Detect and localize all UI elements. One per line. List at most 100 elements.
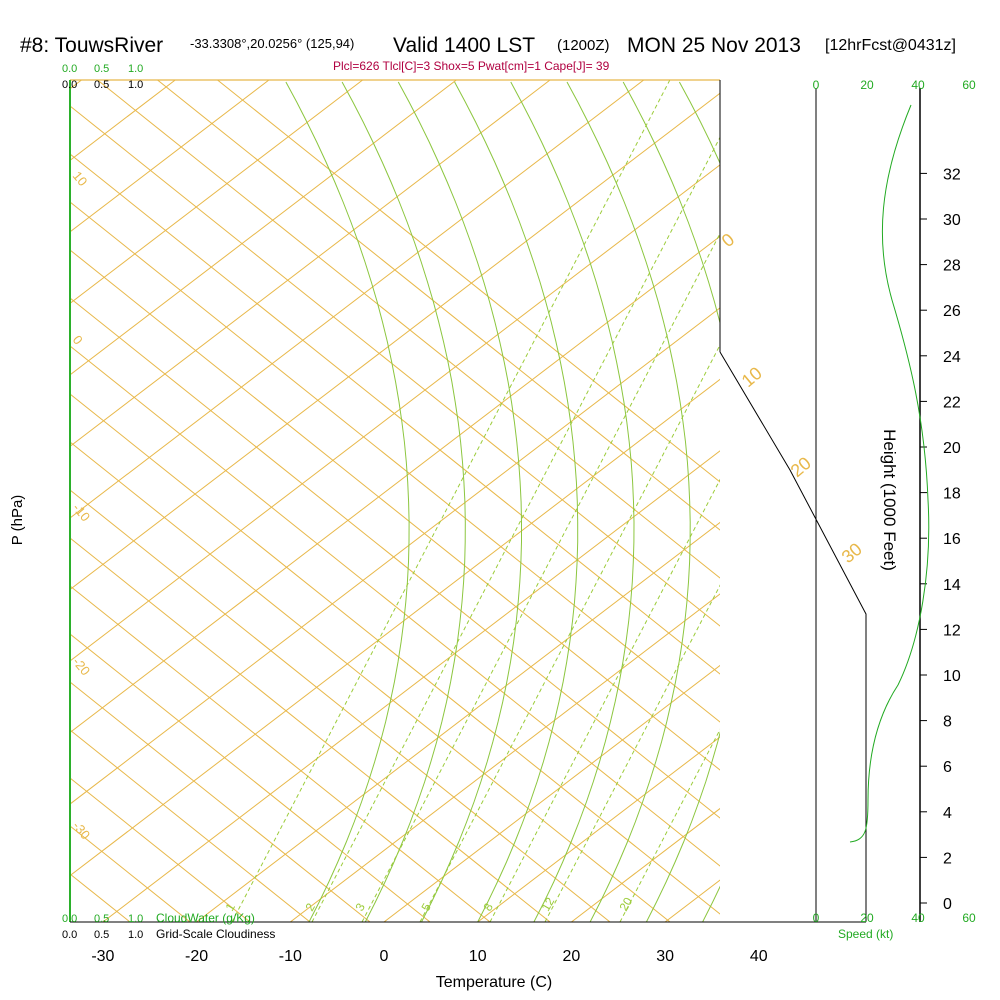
speed-bottom-3: 60 [962,911,976,925]
isotherm-line [759,80,1000,922]
isotherm-line [70,164,720,662]
theta-e-label: 30 [838,539,866,567]
isotherm-line [70,80,176,161]
cloud-scale-top-black-2: 1.0 [128,79,143,91]
theta-label: -10 [70,500,94,524]
moist-adiabat-line [285,81,410,922]
height-tick-label: 6 [943,759,952,776]
moist-adiabat-line [622,81,720,922]
cloud-scale-bottom-green-1: 0.5 [94,913,109,925]
isotherm-line [70,92,720,591]
cloudiness-label: Grid-Scale Cloudiness [156,927,275,941]
moist-adiabat-line [566,81,691,922]
height-tick-label: 32 [943,166,961,183]
dry-adiabat-line [70,441,671,922]
dry-adiabat-line [70,249,720,771]
sounding-indices: Plcl=626 Tlcl[C]=3 Shox=5 Pwat[cm]=1 Cap… [333,59,610,73]
height-boundary [719,351,867,922]
temperature-tick-label: 20 [563,948,581,965]
speed-top-2: 40 [911,78,925,92]
station-location: -33.3308°,20.0256° (125,94) [190,36,354,51]
dry-adiabat-line [70,393,720,915]
theta-label: 10 [70,168,91,189]
height-tick-label: 8 [943,714,952,731]
height-tick-label: 16 [943,531,961,548]
theta-label: -30 [70,818,94,842]
temperature-tick-label: 40 [750,948,768,965]
isotherm-line [70,80,363,305]
isotherm-line [70,80,270,233]
mixing-ratio-label: 20 [616,895,635,914]
moist-adiabat-line [454,81,579,922]
station-title: #8: TouwsRiver [20,34,163,57]
height-tick-label: 10 [943,668,961,685]
height-tick-label: 4 [943,805,952,822]
height-tick-label: 24 [943,349,961,366]
isotherm-line [70,80,457,376]
theta-e-label: 20 [787,453,815,481]
height-tick-label: 14 [943,577,961,594]
height-tick-label: 30 [943,212,961,229]
mixing-ratio-label: 12 [538,895,557,914]
moist-adiabat-line [678,81,720,922]
isotherm-line [70,80,645,519]
theta-e-label: 0 [718,229,739,251]
isotherm-line [289,593,720,922]
mixing-ratio-line [419,343,720,922]
pressure-axis-label: P (hPa) [9,495,26,546]
dry-adiabat-line [217,80,720,483]
dry-adiabat-line [70,297,720,819]
isotherm-line [571,807,720,922]
wind-speed-trace [849,104,930,843]
height-tick-label: 26 [943,303,961,320]
dry-adiabat-line [70,537,551,922]
cloudwater-label: CloudWater (g/Kg) [156,911,255,925]
dry-adiabat-line [70,201,720,723]
cloud-scale-top-green-1: 0.5 [94,63,109,75]
dry-adiabat-line [70,729,311,922]
forecast-run: [12hrFcst@0431z] [825,37,956,54]
dry-adiabat-line [70,777,251,922]
isotherm-line [70,80,551,448]
speed-top-1: 20 [860,78,874,92]
height-tick-label: 12 [943,622,961,639]
dry-adiabat-line [70,345,720,867]
speed-scale-top: 0 20 40 60 [813,78,976,92]
theta-e-label: 10 [738,363,766,391]
cloud-scale-top-black-0: 0.0 [62,79,77,91]
isotherm-line [70,378,720,877]
forecast-date: MON 25 Nov 2013 [627,34,801,57]
cloud-scale-bottom: 0.0 0.5 1.0 CloudWater (g/Kg) 0.0 0.5 1.… [62,911,275,941]
speed-bottom-0: 0 [813,911,820,925]
mixing-ratio-line [361,232,720,922]
isotherm-line [477,736,720,922]
cloud-scale-top: 0.0 0.5 1.0 0.0 0.5 1.0 [62,63,143,91]
utc-time: (1200Z) [557,37,610,54]
cloud-scale-bottom-black-0: 0.0 [62,929,77,941]
theta-label: 0 [70,332,86,347]
speed-label: Speed (kt) [838,927,893,941]
mixing-ratio-line [489,478,720,922]
cloud-scale-top-black-1: 0.5 [94,79,109,91]
speed-top-3: 60 [962,78,976,92]
temperature-tick-label: 10 [469,948,487,965]
skewt-grid: 2503004005007008501000-30-20-10010203040… [69,79,1000,965]
cloud-scale-top-green-0: 0.0 [62,63,77,75]
cloud-scale-bottom-black-1: 0.5 [94,929,109,941]
valid-time: Valid 1400 LST [393,34,535,57]
cloud-scale-bottom-black-2: 1.0 [128,929,143,941]
dry-adiabat-line [70,825,191,922]
cloud-scale-top-green-2: 1.0 [128,63,143,75]
height-tick-label: 20 [943,440,961,457]
dry-adiabat-line [157,80,720,531]
mixing-ratio-label: 3 [352,900,368,913]
dry-adiabat-line [70,633,431,922]
temperature-tick-label: -10 [279,948,302,965]
speed-top-0: 0 [813,78,820,92]
speed-bottom-2: 40 [911,911,925,925]
dry-adiabat-line [70,153,720,675]
dry-adiabat-line [70,105,720,627]
temperature-tick-label: -30 [91,948,114,965]
speed-bottom-1: 20 [860,911,874,925]
cloud-scale-bottom-green-2: 1.0 [128,913,143,925]
